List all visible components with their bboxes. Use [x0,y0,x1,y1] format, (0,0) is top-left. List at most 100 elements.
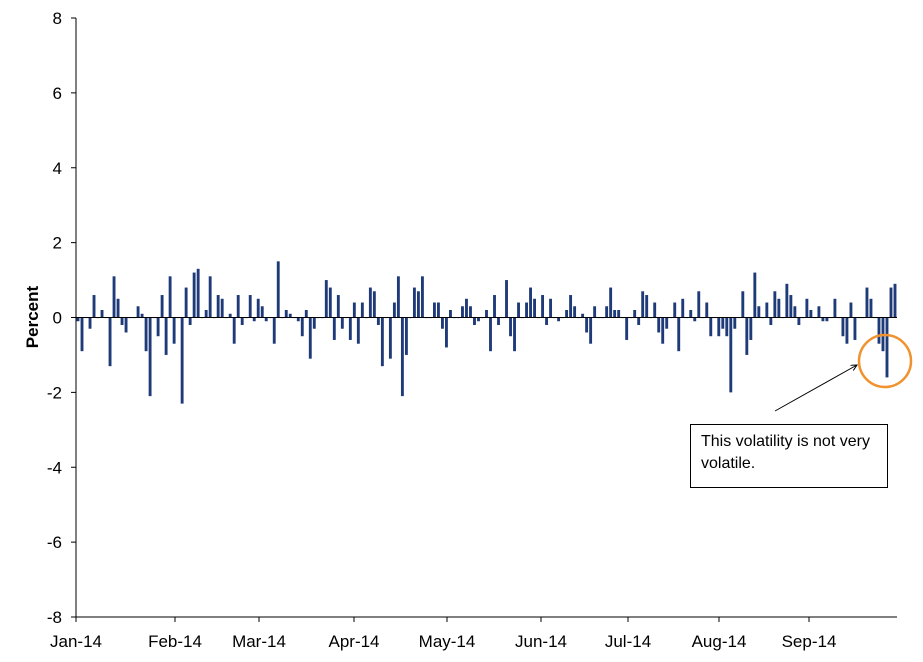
bar [697,291,700,317]
bar [357,318,360,344]
annotation-box: This volatility is not very volatile. [690,424,888,488]
bar-series [77,261,897,403]
bar [661,318,664,344]
bar [505,280,508,317]
bar [625,318,628,340]
bar [221,299,224,318]
bar [217,295,220,317]
bar [229,314,232,318]
bar [677,318,680,352]
bar [665,318,668,329]
bar [93,295,96,317]
bar [733,318,736,329]
bar [789,295,792,317]
bar [393,303,396,318]
bar [569,295,572,317]
bar [653,303,656,318]
bar [465,299,468,318]
bar [705,303,708,318]
bar [513,318,516,352]
y-tick-label: -6 [47,533,62,552]
bar [165,318,168,355]
bar [137,306,140,317]
bar [645,295,648,317]
bar [870,299,873,318]
bar [613,310,616,317]
bar [541,295,544,317]
bar [461,306,464,317]
bar [557,318,560,322]
bar [265,318,268,322]
bar [389,318,392,359]
bar [237,295,240,317]
bar [793,306,796,317]
bar [717,318,720,337]
bar [241,318,244,325]
x-axis-ticks: Jan-14 Feb-14 Mar-14 Apr-14 May-14 Jun-14 Jul-… [50,617,836,651]
bar [157,318,160,337]
bar [709,318,712,337]
bar [313,318,316,329]
bar [329,288,332,318]
bar [894,284,897,318]
bar [749,318,752,340]
bar [549,299,552,318]
bar [609,288,612,318]
bar [593,306,596,317]
bar [589,318,592,344]
bar [401,318,404,397]
bar [797,318,800,325]
bar [297,318,300,322]
y-axis-ticks: 8 6 4 2 0 -2 -4 -6 -8 [47,9,76,627]
bar [113,276,116,317]
bar [841,318,844,337]
bar [493,295,496,317]
bar [77,318,80,322]
bar [353,303,356,318]
bar [605,306,608,317]
bar [81,318,84,352]
bar [361,303,364,318]
bar [565,310,568,317]
x-tick-label: Feb-14 [148,632,202,651]
bar [197,269,200,318]
x-tick-label: May-14 [419,632,476,651]
bar [765,303,768,318]
bar [846,318,849,344]
bar [825,318,828,322]
y-tick-label: -8 [47,608,62,627]
bar [89,318,92,329]
bar [509,318,512,337]
bar [405,318,408,355]
bar [325,280,328,317]
bar [161,295,164,317]
annotation-arrow [775,365,857,411]
bar [337,295,340,317]
bar [533,299,536,318]
bar [777,299,780,318]
bar [301,318,304,337]
bar [233,318,236,344]
bar [377,318,380,325]
bar [209,276,212,317]
bar [145,318,148,352]
bar [581,314,584,318]
bar [397,276,400,317]
y-tick-label: -2 [47,383,62,402]
bar [277,261,280,317]
bar [517,303,520,318]
bar [673,303,676,318]
bar [257,299,260,318]
bar [441,318,444,329]
x-tick-label: Aug-14 [692,632,747,651]
bar [850,303,853,318]
bar [681,299,684,318]
bar [421,276,424,317]
x-tick-label: Jun-14 [515,632,567,651]
bar [753,273,756,318]
bar [878,318,881,344]
y-axis-label: Percent [23,285,42,348]
bar [173,318,176,344]
bar [305,310,308,317]
